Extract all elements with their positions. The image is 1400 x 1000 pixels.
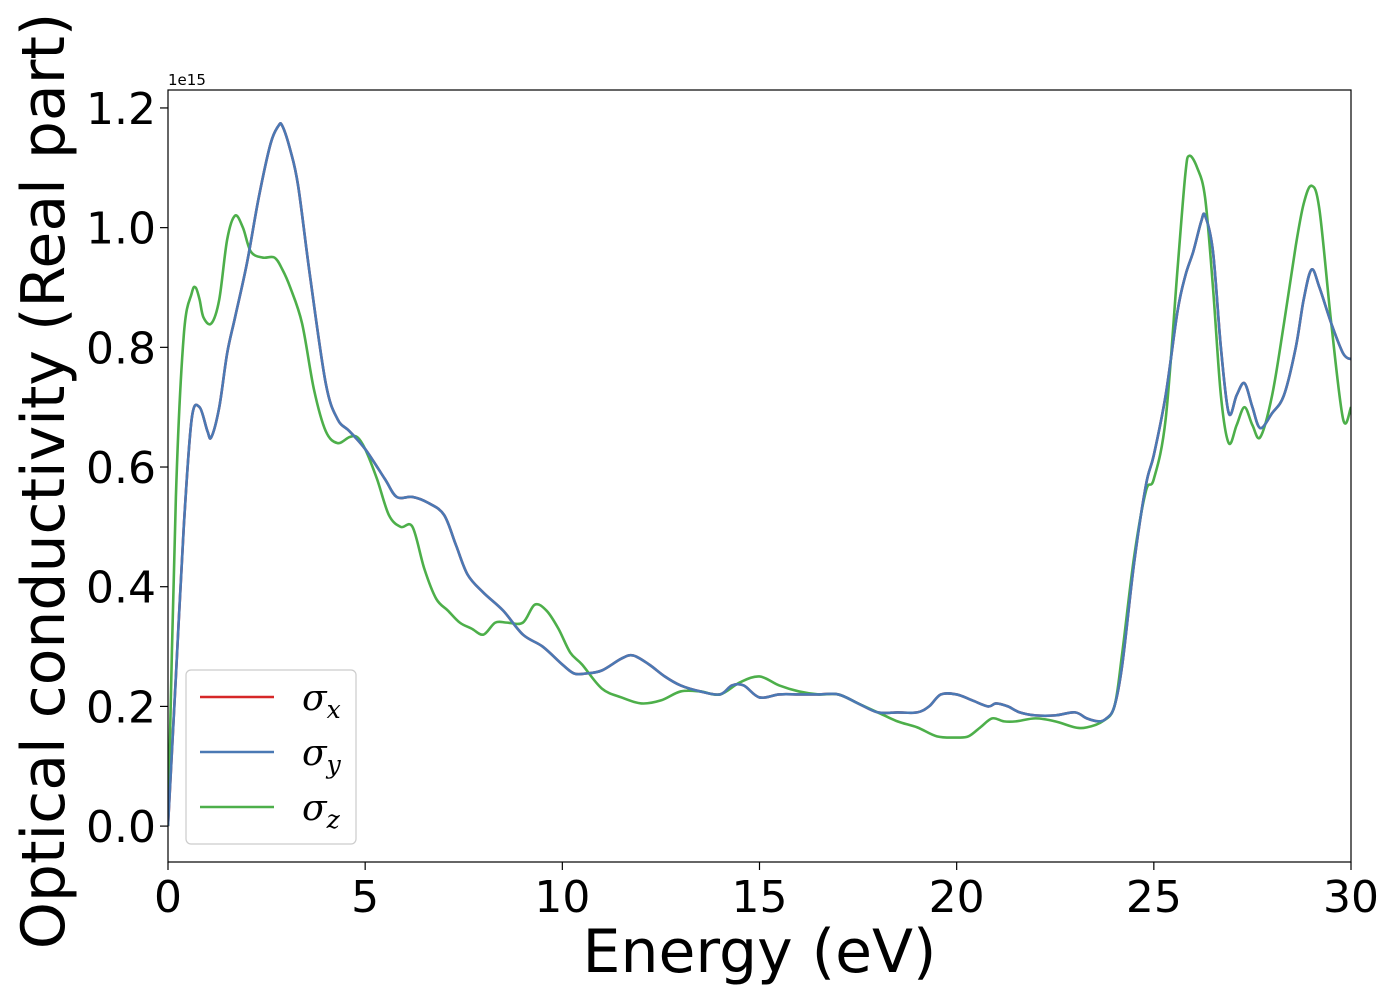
series-lines — [168, 121, 1351, 827]
x-tick-label: 15 — [732, 872, 788, 923]
x-tick-label: 5 — [351, 872, 379, 923]
y-tick-label: 0.0 — [86, 802, 156, 853]
y-tick-label: 0.4 — [86, 563, 156, 614]
x-tick-label: 30 — [1323, 872, 1379, 923]
series-line-y — [168, 121, 1351, 827]
y-tick-label: 0.6 — [86, 443, 156, 494]
y-tick-label: 0.2 — [86, 682, 156, 733]
y-tick-label: 1.0 — [86, 204, 156, 255]
x-tick-label: 0 — [154, 872, 182, 923]
legend-label-y: σy — [302, 733, 342, 779]
y-tick-label: 1.2 — [86, 84, 156, 135]
y-axis-offset-text: 1e15 — [168, 71, 206, 89]
y-axis-label: Optical conductivity (Real part) — [9, 13, 79, 950]
y-axis-ticks: 0.0 0.2 0.4 0.6 0.8 1.0 1.2 — [86, 84, 168, 853]
x-tick-label: 20 — [929, 872, 985, 923]
legend: σx σy σz — [185, 669, 357, 845]
x-tick-label: 25 — [1126, 872, 1182, 923]
legend-box — [185, 669, 357, 845]
x-axis-label: Energy (eV) — [583, 917, 937, 987]
legend-label-x: σx — [302, 678, 341, 724]
legend-label-z: σz — [302, 788, 341, 834]
y-tick-label: 0.8 — [86, 323, 156, 374]
x-tick-label: 10 — [534, 872, 590, 923]
x-axis-ticks: 0 5 10 15 20 25 30 — [154, 862, 1379, 923]
